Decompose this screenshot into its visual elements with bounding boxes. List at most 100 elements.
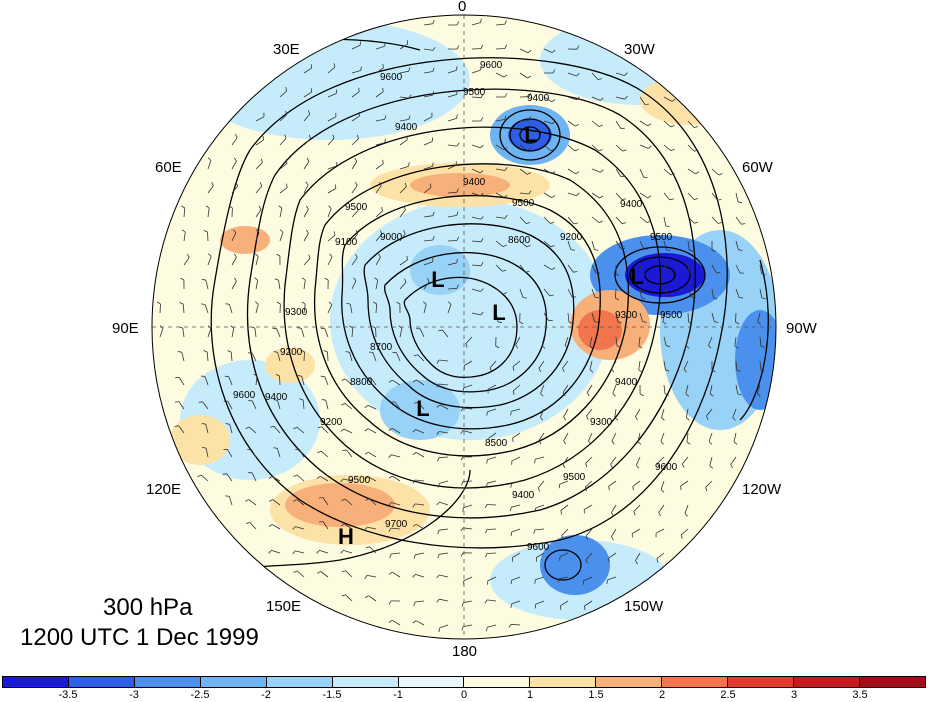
wind-barb <box>487 599 497 602</box>
wind-barb <box>639 216 648 223</box>
colorbar-tick-label: 1 <box>526 689 534 701</box>
wind-barb-flag <box>480 262 484 267</box>
wind-barb <box>638 336 641 346</box>
wind-barb <box>205 280 209 290</box>
wind-barb <box>423 215 433 218</box>
wind-barb-flag <box>412 574 416 578</box>
wind-barb-flag <box>456 21 460 26</box>
wind-barb-flag <box>341 498 346 501</box>
wind-barb-flag <box>438 329 443 332</box>
wind-barb-flag <box>648 145 652 149</box>
wind-barb <box>271 550 281 554</box>
wind-barb <box>231 137 238 146</box>
lon-label-60e: 60E <box>155 159 182 176</box>
wind-barb-flag <box>333 63 336 68</box>
wind-barb <box>471 168 481 174</box>
wind-barb <box>463 430 473 434</box>
wind-barb <box>567 168 576 175</box>
wind-barb-flag <box>606 579 608 584</box>
wind-barb <box>399 43 408 50</box>
wind-barb-flag <box>486 411 488 416</box>
colorbar-tick-label: -3 <box>129 689 139 701</box>
wind-barb <box>255 376 258 386</box>
wind-barb <box>735 384 739 394</box>
low-arctic-label: L <box>492 300 506 325</box>
wind-barb-flag <box>255 301 259 305</box>
low-east-siberia-label: L <box>416 396 430 421</box>
wind-barb-flag <box>708 441 713 445</box>
wind-barb-flag <box>594 249 599 251</box>
wind-barb-flag <box>364 526 368 531</box>
wind-barb-flag <box>456 90 458 95</box>
wind-barb <box>369 498 377 506</box>
wind-barb-flag <box>550 221 555 224</box>
wind-barb-flag <box>273 447 278 449</box>
wind-barb-flag <box>585 559 588 564</box>
contour-label: 9400 <box>395 122 418 133</box>
colorbar-bin <box>464 677 531 687</box>
lon-label-60w: 60W <box>742 159 773 176</box>
wind-barb <box>685 336 689 346</box>
wind-barb-flag <box>197 474 202 477</box>
wind-barb <box>543 240 552 248</box>
wind-barb-flag <box>388 619 393 623</box>
wind-barb-flag <box>297 327 302 329</box>
wind-barb-flag <box>525 271 530 273</box>
wind-barb <box>447 262 457 266</box>
contour-label: 9600 <box>527 542 550 553</box>
wind-barb <box>301 376 305 386</box>
wind-barb-flag <box>284 134 287 139</box>
wind-barb <box>251 400 257 410</box>
wind-barb <box>415 574 425 578</box>
wind-barb <box>519 240 528 248</box>
wind-barb-flag <box>388 475 393 479</box>
contour-label: 9400 <box>527 93 550 104</box>
wind-barb-flag <box>540 393 544 397</box>
wind-barb <box>343 428 353 434</box>
wind-barb-flag <box>412 429 416 433</box>
wind-barb-flag <box>709 393 714 397</box>
wind-barb <box>586 384 593 393</box>
colorbar-tick-label: 2.5 <box>720 689 736 701</box>
wind-barb-flag <box>573 271 578 273</box>
contour-label: 9600 <box>655 462 678 473</box>
wind-barb-flag <box>576 45 580 50</box>
wind-barb-flag <box>245 522 250 524</box>
wind-barb <box>662 312 665 322</box>
wind-barb <box>182 328 185 338</box>
wind-barb <box>615 216 623 224</box>
wind-barb-flag <box>600 169 604 173</box>
wind-barb <box>471 288 481 292</box>
wind-barb <box>279 375 281 386</box>
wind-barb <box>303 351 305 362</box>
wind-barb-flag <box>436 359 440 364</box>
wind-barb <box>562 360 569 369</box>
wind-barb <box>295 550 305 554</box>
wind-barb-flag <box>321 399 326 401</box>
wind-barb <box>733 432 737 442</box>
wind-barb <box>471 192 481 197</box>
wind-barb <box>255 209 262 218</box>
wind-barb <box>279 163 288 170</box>
wind-barb <box>320 475 329 482</box>
wind-barb-flag <box>664 393 669 396</box>
wind-barb <box>394 401 401 410</box>
wind-barb-flag <box>736 369 741 372</box>
wind-barb <box>610 456 617 465</box>
wind-barb <box>734 336 737 346</box>
wind-barb-flag <box>436 598 440 603</box>
wind-barb <box>391 454 401 458</box>
wind-barb <box>367 526 377 530</box>
wind-barb <box>343 478 353 482</box>
wind-barb-flag <box>718 222 723 224</box>
wind-barb-flag <box>562 464 566 469</box>
wind-barb-flag <box>329 253 333 258</box>
wind-barb-flag <box>761 273 766 276</box>
wind-barb-flag <box>737 201 742 204</box>
wind-barb <box>375 67 384 74</box>
contour-label: 9500 <box>563 472 586 483</box>
wind-barb <box>687 240 690 250</box>
wind-barb-flag <box>706 415 709 420</box>
wind-barb <box>585 528 593 537</box>
wind-barb <box>368 451 377 458</box>
